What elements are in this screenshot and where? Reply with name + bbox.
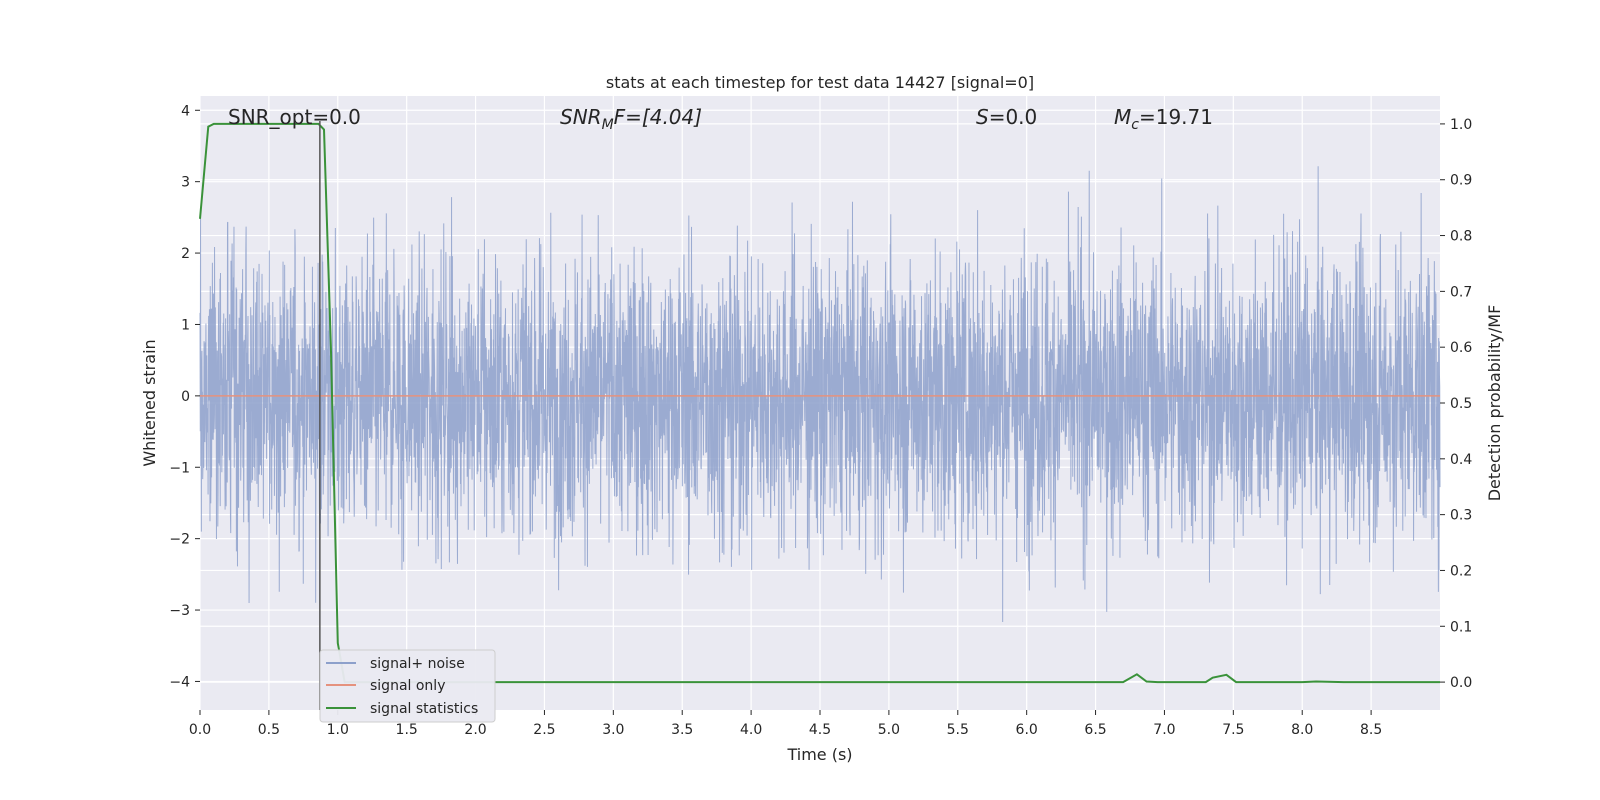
x-tick-label: 3.0	[602, 722, 624, 738]
x-tick-label: 6.0	[1016, 722, 1038, 738]
y-tick-label: 0	[181, 389, 190, 405]
y-axis-label: Whitened strain	[140, 339, 159, 466]
x-tick-label: 6.5	[1084, 722, 1106, 738]
x-tick-label: 5.0	[878, 722, 900, 738]
y-axis-ticks: 4 3 2 1 0 −1 −2 −3 −4	[169, 103, 200, 690]
x-tick-label: 2.0	[464, 722, 486, 738]
series-signal-statistics	[199, 122, 1440, 684]
y2-axis-ticks: 1.0 0.9 0.8 0.7 0.6 0.5 0.4 0.3 0.2 0.1 0.0	[1440, 117, 1472, 691]
noise-trace	[199, 166, 1441, 623]
legend-label-noise: signal+ noise	[370, 656, 465, 672]
y2-tick-label: 0.6	[1450, 340, 1472, 356]
x-tick-label: 0.5	[258, 722, 280, 738]
x-tick-label: 0.0	[189, 722, 211, 738]
y2-tick-label: 0.2	[1450, 563, 1472, 579]
x-tick-label: 8.0	[1291, 722, 1313, 738]
y-tick-label: 4	[181, 103, 190, 119]
x-axis-label: Time (s)	[786, 745, 852, 764]
y-tick-label: −2	[169, 532, 190, 548]
x-tick-label: 3.5	[671, 722, 693, 738]
y2-tick-label: 0.3	[1450, 508, 1472, 524]
x-tick-label: 4.0	[740, 722, 762, 738]
y-tick-label: 3	[181, 175, 190, 191]
annotation-mc: Mc=19.71	[1114, 105, 1213, 133]
annotation-s: S=0.0	[976, 105, 1037, 129]
x-tick-label: 1.5	[396, 722, 418, 738]
x-tick-label: 8.5	[1360, 722, 1382, 738]
series-signal-noise	[199, 166, 1441, 623]
y2-tick-label: 0.9	[1450, 173, 1472, 189]
x-tick-label: 5.5	[947, 722, 969, 738]
x-tick-label: 7.5	[1222, 722, 1244, 738]
annotation-snr-mf: SNRMF=[4.04]	[560, 105, 702, 133]
legend-label-signal: signal only	[370, 678, 445, 694]
annotation-snr-opt: SNR_opt=0.0	[228, 105, 361, 129]
y2-tick-label: 0.5	[1450, 396, 1472, 412]
y2-tick-label: 0.0	[1450, 675, 1472, 691]
y-tick-label: −4	[169, 674, 190, 690]
y2-tick-label: 0.4	[1450, 452, 1472, 468]
y-tick-label: 2	[181, 246, 190, 262]
x-tick-label: 1.0	[327, 722, 349, 738]
x-tick-label: 2.5	[533, 722, 555, 738]
legend-box	[319, 649, 496, 723]
y-tick-label: −3	[169, 603, 190, 619]
signal-statistics-line	[199, 122, 1440, 684]
legend: signal+ noise signal only signal statist…	[319, 649, 496, 723]
y2-tick-label: 0.8	[1450, 229, 1472, 245]
y2-tick-label: 0.1	[1450, 619, 1472, 635]
y-tick-label: 1	[181, 317, 190, 333]
x-tick-label: 4.5	[809, 722, 831, 738]
y2-tick-label: 0.7	[1450, 284, 1472, 300]
x-tick-label: 7.0	[1153, 722, 1175, 738]
legend-label-stats: signal statistics	[370, 701, 478, 717]
y2-tick-label: 1.0	[1450, 117, 1472, 133]
x-axis-ticks: 0.0 0.5 1.0 1.5 2.0 2.5 3.0 3.5 4.0 4.5 5.0 5.5 6.0 6…	[189, 710, 1382, 738]
y-tick-label: −1	[169, 460, 190, 476]
chart-title: stats at each timestep for test data 144…	[606, 73, 1034, 92]
y2-axis-label: Detection probability/MF	[1485, 305, 1504, 502]
